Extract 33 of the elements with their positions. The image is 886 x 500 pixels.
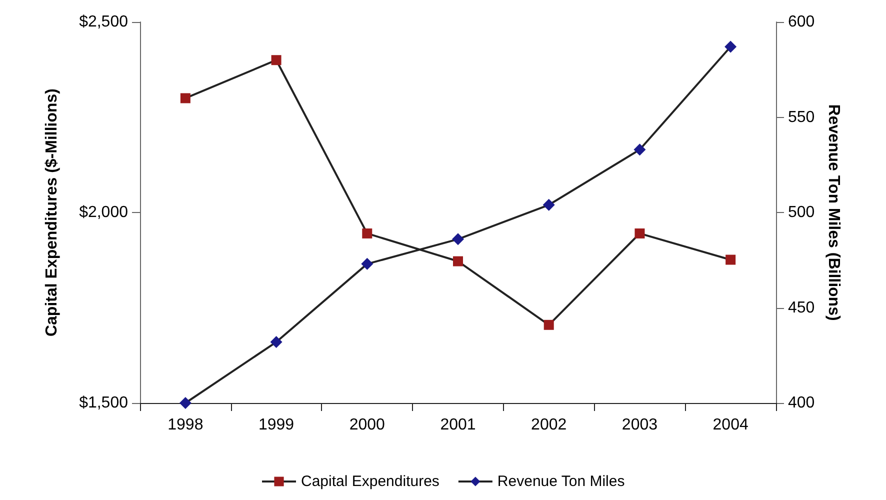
legend-label: Capital Expenditures xyxy=(301,473,440,490)
point xyxy=(544,320,554,330)
point xyxy=(179,397,192,409)
x-tick-label: 2000 xyxy=(349,416,386,434)
point xyxy=(361,258,374,270)
point xyxy=(271,55,282,66)
point xyxy=(726,254,736,265)
y2-tick-label: 500 xyxy=(788,204,815,221)
x-tick-label: 2003 xyxy=(622,416,658,434)
y-tick-label: $1,500 xyxy=(79,394,128,412)
y2-tick-label: 450 xyxy=(788,299,815,316)
y2-tick-label: 600 xyxy=(788,14,815,30)
point xyxy=(542,198,555,211)
point xyxy=(180,93,190,104)
x-tick-label: 2004 xyxy=(712,416,748,434)
y-tick-label: $2,500 xyxy=(79,14,128,30)
point xyxy=(453,256,463,266)
y2-tick-label: 400 xyxy=(788,394,815,412)
point xyxy=(634,228,645,238)
x-tick-label: 2001 xyxy=(440,416,476,434)
point xyxy=(270,336,282,348)
point xyxy=(452,233,464,246)
point xyxy=(362,228,372,238)
y-axis-title: Capital Expenditures ($-Millions) xyxy=(44,88,60,337)
x-tick-label: 2002 xyxy=(531,416,567,434)
point xyxy=(724,40,737,53)
legend-label: Revenue Ton Miles xyxy=(497,473,625,490)
x-tick-label: 1998 xyxy=(168,416,204,434)
point xyxy=(634,144,646,156)
x-tick-label: 1999 xyxy=(258,416,294,434)
y-tick-label: $2,000 xyxy=(79,204,128,221)
y2-axis-title: Revenue Ton Miles (Billions) xyxy=(825,104,842,321)
y2-tick-label: 550 xyxy=(788,108,815,126)
